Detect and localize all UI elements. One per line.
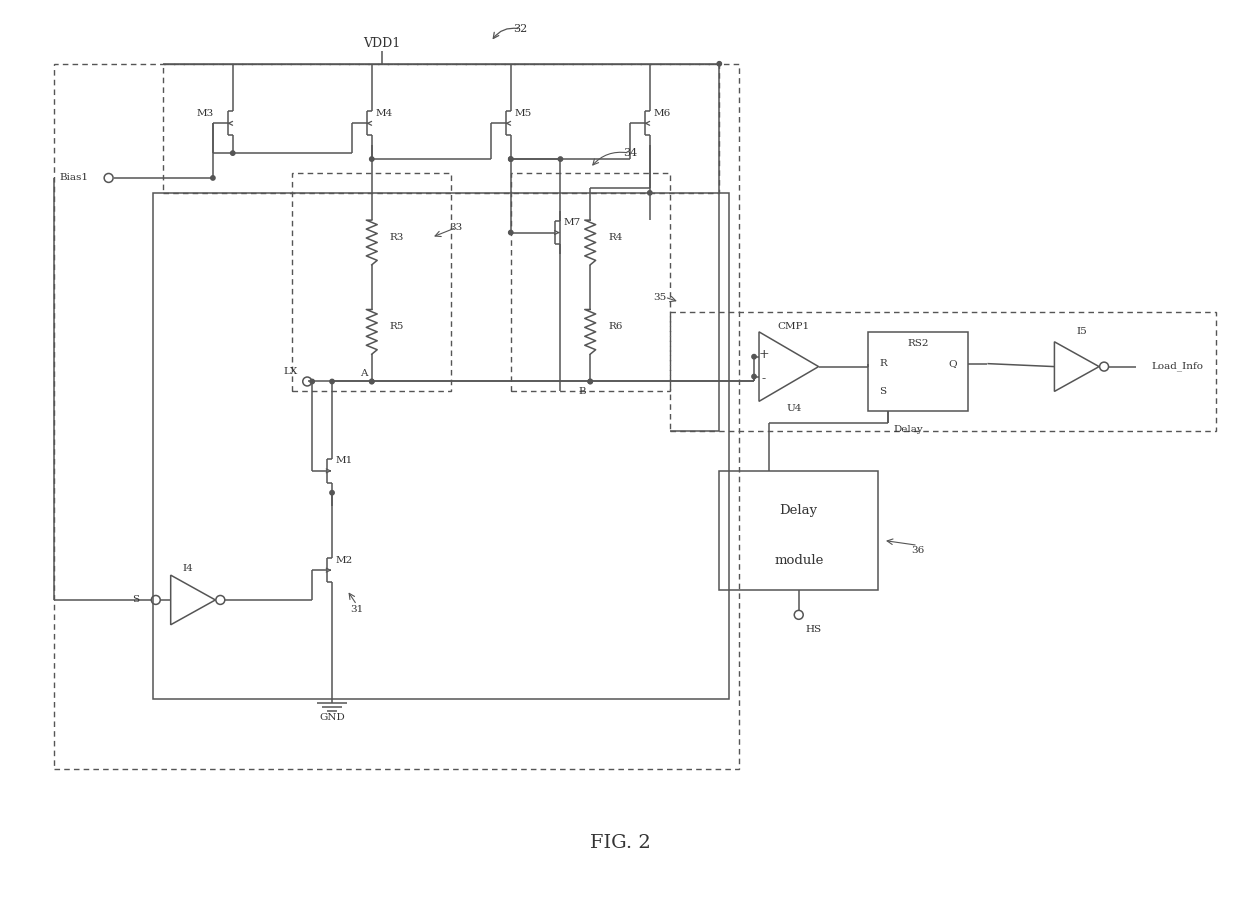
Text: Q: Q (949, 359, 957, 368)
Text: R5: R5 (389, 322, 404, 331)
Circle shape (211, 176, 215, 180)
Circle shape (558, 157, 563, 161)
Text: 35: 35 (653, 292, 666, 301)
Bar (293, 173, 451, 391)
Circle shape (231, 151, 234, 155)
Text: RS2: RS2 (908, 339, 929, 348)
Circle shape (717, 61, 722, 66)
Bar (154, 193, 729, 699)
Text: S: S (133, 595, 139, 604)
Text: R: R (879, 359, 887, 368)
Bar (670, 312, 1215, 431)
Circle shape (647, 190, 652, 195)
Text: GND: GND (319, 713, 345, 722)
Circle shape (508, 230, 513, 235)
Bar (55, 64, 739, 769)
Text: M3: M3 (196, 109, 213, 118)
Circle shape (588, 380, 593, 383)
Bar (868, 332, 967, 411)
Text: -: - (761, 372, 766, 385)
Text: 34: 34 (622, 148, 637, 158)
Text: FIG. 2: FIG. 2 (590, 834, 650, 852)
Circle shape (310, 380, 315, 383)
Text: R3: R3 (389, 233, 404, 242)
Text: M5: M5 (515, 109, 531, 118)
Circle shape (370, 380, 374, 383)
Text: LX: LX (283, 367, 298, 376)
Text: Delay: Delay (780, 504, 818, 517)
Text: 33: 33 (450, 223, 463, 232)
Circle shape (330, 380, 335, 383)
Text: module: module (774, 554, 823, 566)
Text: M6: M6 (653, 109, 671, 118)
Text: Bias1: Bias1 (60, 173, 88, 182)
Circle shape (588, 380, 593, 383)
Text: M1: M1 (335, 456, 352, 465)
Circle shape (330, 491, 335, 495)
Text: 32: 32 (513, 24, 528, 34)
Text: M2: M2 (335, 556, 352, 565)
Text: 31: 31 (350, 605, 363, 614)
Bar (164, 64, 719, 193)
Text: HS: HS (806, 625, 822, 634)
Circle shape (508, 157, 513, 161)
Text: 36: 36 (911, 546, 925, 555)
Text: U4: U4 (786, 404, 801, 413)
Text: I4: I4 (182, 564, 193, 573)
Text: A: A (360, 369, 367, 378)
Bar (719, 471, 878, 590)
Text: I5: I5 (1076, 327, 1087, 336)
Text: Load_Info: Load_Info (1151, 362, 1203, 372)
Text: M7: M7 (564, 218, 582, 227)
Circle shape (508, 157, 513, 161)
Circle shape (370, 157, 374, 161)
Text: VDD1: VDD1 (363, 37, 401, 51)
Circle shape (751, 354, 756, 359)
Circle shape (751, 374, 756, 379)
Bar (511, 173, 670, 391)
Text: S: S (879, 387, 887, 396)
Text: R6: R6 (608, 322, 622, 331)
Text: CMP1: CMP1 (777, 322, 810, 331)
Text: +: + (759, 348, 769, 361)
Circle shape (370, 380, 374, 383)
Text: Delay: Delay (893, 425, 923, 434)
Text: R4: R4 (608, 233, 622, 242)
Text: M4: M4 (374, 109, 392, 118)
Text: B: B (578, 387, 587, 396)
